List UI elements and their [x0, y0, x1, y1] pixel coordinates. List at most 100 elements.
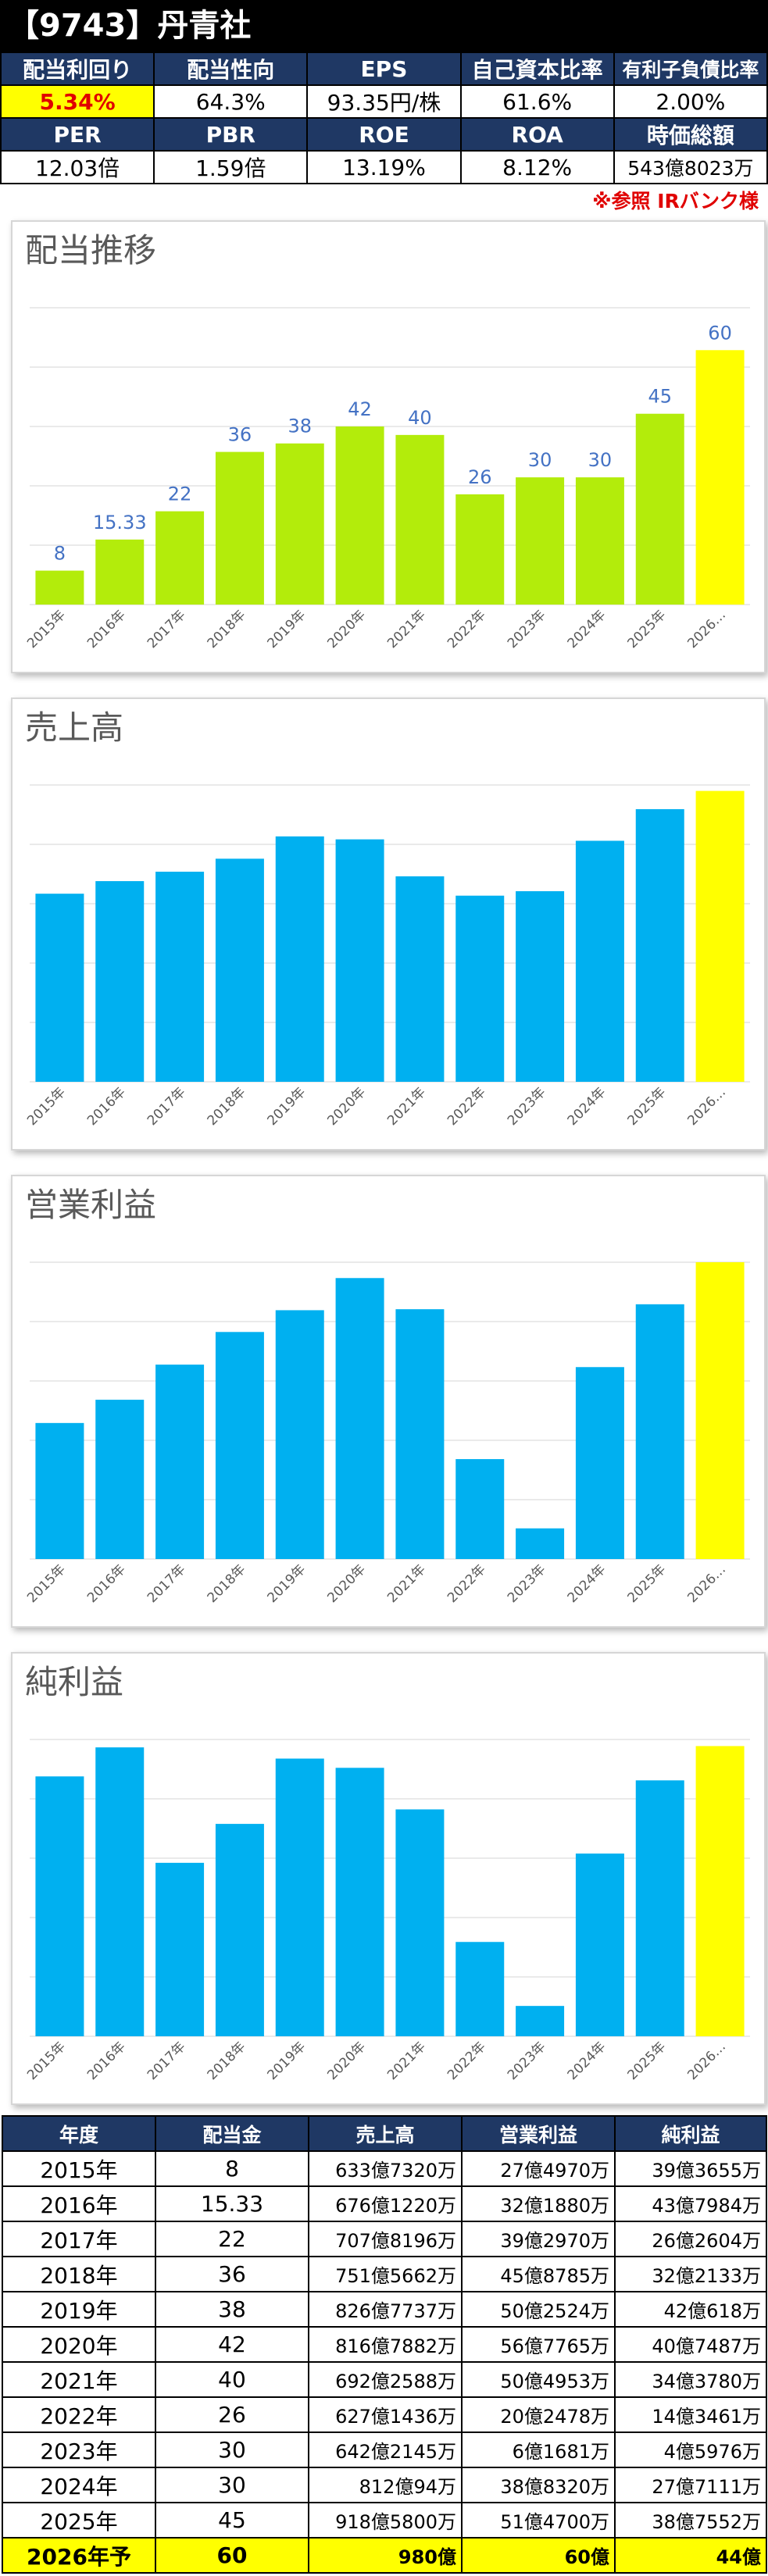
- metric-value-pbr: 1.59倍: [153, 150, 309, 184]
- cell-operating-profit: 6億1681万: [461, 2432, 616, 2468]
- chart-sales: 2015年 2016年 2017年 2018年 2019年 2020年 2021年 2022年…: [24, 784, 750, 1129]
- bar: [695, 350, 745, 605]
- tick-label: 2022年: [445, 1084, 489, 1129]
- tick-label: 2022年: [445, 2039, 489, 2083]
- col-header-operating-profit: 営業利益: [461, 2115, 616, 2152]
- cell-sales: 812億94万: [308, 2467, 463, 2503]
- cell-sales: 918億5800万: [308, 2502, 463, 2539]
- metric-label-pbr: PBR: [153, 117, 309, 152]
- cell-net-income: 44億: [614, 2537, 767, 2574]
- data-label: 15.33: [93, 512, 147, 533]
- data-label: 40: [408, 407, 432, 429]
- data-label: 42: [348, 398, 372, 420]
- tick-label: 2020年: [324, 607, 369, 651]
- chart-net-income: 2015年 2016年 2017年 2018年 2019年 2020年 2021年 2022年…: [24, 1739, 750, 2083]
- bar: [155, 511, 205, 605]
- tick-label: 2015年: [24, 1084, 69, 1129]
- page-title: 【9743】丹青社: [8, 8, 252, 44]
- tick-label: 2021年: [384, 1084, 429, 1129]
- table-row: 2020年 42 816億7882万 56億7765万 40億7487万: [2, 2326, 767, 2363]
- financial-table: 年度 配当金 売上高 営業利益 純利益 2015年 8 633億7320万 27億49…: [2, 2115, 767, 2574]
- bar: [95, 1400, 145, 1559]
- financial-table-header: 年度 配当金 売上高 営業利益 純利益: [2, 2115, 767, 2152]
- cell-operating-profit: 20億2478万: [461, 2396, 616, 2433]
- tick-label: 2026…: [684, 2039, 729, 2083]
- table-row: 2025年 45 918億5800万 51億4700万 38億7552万: [2, 2502, 767, 2539]
- tick-label: 2018年: [205, 607, 249, 651]
- reference-note: ※参照 IRバンク様: [592, 190, 759, 212]
- chart-operating-profit: 2015年 2016年 2017年 2018年 2019年 2020年 2021年 2022年…: [24, 1261, 750, 1606]
- metric-label-debt-ratio: 有利子負債比率: [613, 52, 768, 86]
- tick-label: 2015年: [24, 1561, 69, 1606]
- data-label: 60: [708, 322, 732, 344]
- cell-dividend: 30: [155, 2467, 309, 2503]
- bar: [635, 808, 684, 1082]
- metric-label-roe: ROE: [306, 117, 462, 152]
- data-label: 30: [528, 449, 552, 471]
- metric-value-equity-ratio: 61.6%: [459, 84, 615, 119]
- metric-value-market-cap: 543億8023万: [613, 150, 768, 184]
- tick-label: 2018年: [205, 1084, 249, 1129]
- bar: [455, 1942, 505, 2036]
- cell-sales: 633億7320万: [308, 2150, 463, 2187]
- cell-sales: 980億: [308, 2537, 463, 2574]
- cell-sales: 816億7882万: [308, 2326, 463, 2363]
- tick-label: 2016年: [84, 607, 129, 651]
- cell-net-income: 27億7111万: [614, 2467, 767, 2503]
- metric-label-payout-ratio: 配当性向: [153, 52, 309, 86]
- tick-label: 2021年: [384, 1561, 429, 1606]
- bar: [516, 890, 565, 1082]
- tick-label: 2019年: [265, 607, 309, 651]
- tick-label: 2024年: [565, 1084, 609, 1129]
- bar: [275, 1310, 324, 1559]
- chart-card-sales: 売上高 2015年 2016年 2017年 2018年 2019年 2020年 2021年 2…: [11, 698, 766, 1151]
- bar: [155, 872, 205, 1082]
- metrics-header-row-2: PER PBR ROE ROA 時価総額: [0, 117, 768, 152]
- bar: [35, 894, 84, 1082]
- metric-label-dividend-yield: 配当利回り: [0, 52, 155, 86]
- cell-operating-profit: 60億: [461, 2537, 616, 2574]
- table-row: 2017年 22 707億8196万 39億2970万 26億2604万: [2, 2221, 767, 2257]
- chart-dividend: 8 2015年 15.33 2016年 22 2017年 36 2018年 38 2019年 42 2…: [24, 307, 750, 651]
- cell-year: 2016年: [2, 2185, 156, 2222]
- chart-title-dividend: 配当推移: [25, 231, 157, 269]
- tick-label: 2017年: [145, 2039, 189, 2083]
- bar: [455, 1459, 505, 1559]
- bar: [215, 858, 264, 1082]
- cell-dividend: 45: [155, 2502, 309, 2539]
- bar: [95, 539, 145, 605]
- tick-label: 2016年: [84, 1561, 129, 1606]
- bar: [95, 881, 145, 1082]
- tick-label: 2023年: [505, 607, 549, 651]
- cell-net-income: 14億3461万: [614, 2396, 767, 2433]
- table-row: 2016年 15.33 676億1220万 32億1880万 43億7984万: [2, 2185, 767, 2222]
- cell-operating-profit: 39億2970万: [461, 2221, 616, 2257]
- bar: [35, 1422, 84, 1559]
- cell-net-income: 40億7487万: [614, 2326, 767, 2363]
- cell-dividend: 30: [155, 2432, 309, 2468]
- cell-year: 2015年: [2, 2150, 156, 2187]
- cell-sales: 692億2588万: [308, 2361, 463, 2398]
- cell-net-income: 4億5976万: [614, 2432, 767, 2468]
- bar: [395, 876, 445, 1082]
- data-label: 26: [468, 466, 492, 488]
- tick-label: 2023年: [505, 2039, 549, 2083]
- metrics-header-row-1: 配当利回り 配当性向 EPS 自己資本比率 有利子負債比率: [0, 52, 768, 86]
- cell-year: 2021年: [2, 2361, 156, 2398]
- cell-operating-profit: 38億8320万: [461, 2467, 616, 2503]
- cell-net-income: 34億3780万: [614, 2361, 767, 2398]
- cell-operating-profit: 50億4953万: [461, 2361, 616, 2398]
- chart-title-sales: 売上高: [25, 708, 124, 747]
- tick-label: 2018年: [205, 2039, 249, 2083]
- col-header-net-income: 純利益: [614, 2115, 767, 2152]
- chart-title-net-income: 純利益: [25, 1663, 124, 1701]
- tick-label: 2025年: [625, 1561, 670, 1606]
- chart-card-operating-profit: 営業利益 2015年 2016年 2017年 2018年 2019年 2020年 2021年…: [11, 1175, 766, 1628]
- bar: [395, 1809, 445, 2036]
- table-row: 2015年 8 633億7320万 27億4970万 39億3655万: [2, 2150, 767, 2187]
- chart-card-dividend: 配当推移 8 2015年 15.33 2016年 22 2017年 36 2018年 38 201…: [11, 220, 766, 673]
- cell-operating-profit: 27億4970万: [461, 2150, 616, 2187]
- cell-year: 2024年: [2, 2467, 156, 2503]
- table-row: 2021年 40 692億2588万 50億4953万 34億3780万: [2, 2361, 767, 2398]
- cell-net-income: 39億3655万: [614, 2150, 767, 2187]
